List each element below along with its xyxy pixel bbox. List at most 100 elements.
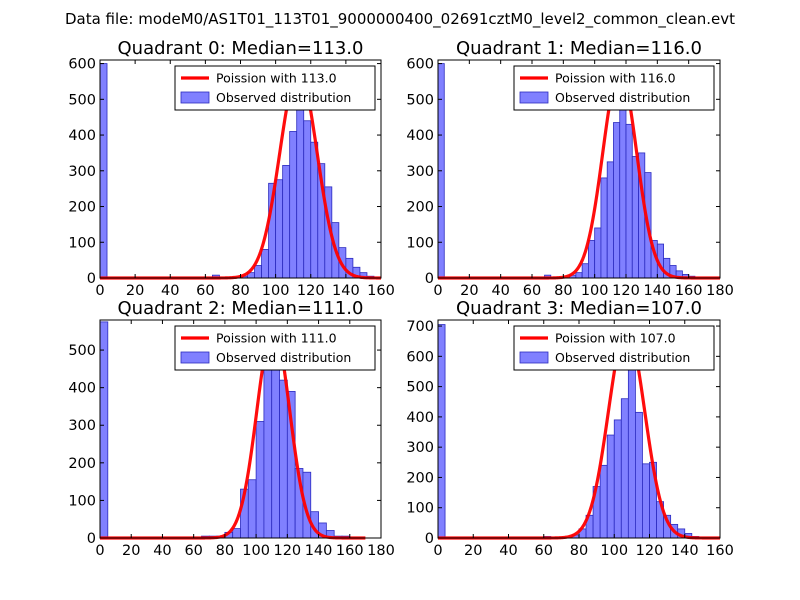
y-tick-label: 600 [68,57,96,73]
histogram-bar [296,102,305,279]
y-tick-label: 500 [406,92,434,108]
axes-frame [437,59,721,279]
y-tick-label: 400 [68,381,96,397]
y-tick-label: 200 [406,200,434,216]
legend: Poission with 111.0 Observed distribution [174,325,376,371]
x-tick-label: 60 [523,283,541,299]
y-tick-label: 100 [406,501,434,517]
x-tick-label: 20 [126,283,144,299]
x-tick-label: 180 [367,543,395,559]
histogram-bar [232,528,241,539]
histogram-bar [581,263,589,279]
x-tick-label: 20 [464,543,482,559]
quadrant-0-panel: Quadrant 0: Median=113.0 0 20 40 60 80 100 120 1… [68,38,395,299]
histogram-bar [625,123,633,279]
legend-curve-label: Poission with 111.0 [216,331,337,346]
histogram-bar [606,161,614,279]
x-tick-label: 40 [153,543,171,559]
x-tick-label: 140 [643,283,671,299]
histogram-bar [642,463,650,539]
histogram-bar [99,321,109,539]
x-tick-label: 80 [231,283,249,299]
x-tick-label: 120 [612,283,640,299]
y-tick-label: 200 [406,470,434,486]
histogram-bar [282,165,291,279]
histogram-bar [254,265,262,279]
histogram-bar [594,227,602,279]
histogram-bar [588,240,596,279]
y-tick-label: 600 [406,349,434,365]
x-tick-label: 0 [433,543,442,559]
histogram-bar [613,122,621,279]
x-tick-label: 100 [581,283,609,299]
histogram-bar [620,398,629,539]
y-tick-label: 300 [68,164,96,180]
legend-bar-label: Observed distribution [216,350,351,365]
histogram-bar [279,379,288,539]
y-tick-label: 200 [68,200,96,216]
quadrant-2-title: Quadrant 2: Median=111.0 [118,298,364,319]
legend-bar-swatch [180,351,210,364]
y-tick-label: 0 [87,531,96,547]
x-tick-label: 180 [706,283,734,299]
quadrant-1-title: Quadrant 1: Median=116.0 [456,38,702,59]
x-tick-label: 160 [706,543,734,559]
x-tick-label: 60 [184,543,202,559]
histogram-bar [310,141,319,279]
histogram-bar [613,419,622,539]
y-tick-label: 500 [68,92,96,108]
histogram-bar [261,249,270,279]
quadrant-0-title: Quadrant 0: Median=113.0 [118,38,364,59]
legend-bar-swatch [519,91,549,104]
y-tick-label: 100 [406,235,434,251]
histogram-bar [247,479,257,539]
x-tick-label: 100 [262,283,290,299]
histogram-bar [600,177,608,279]
y-tick-label: 0 [87,271,96,287]
x-tick-label: 20 [122,543,140,559]
x-tick-label: 120 [636,543,664,559]
legend-curve-label: Poission with 107.0 [555,331,676,346]
x-tick-label: 120 [273,543,301,559]
quadrant-3-panel: Quadrant 3: Median=107.0 0 20 40 60 80 100 120 1… [406,298,734,559]
legend-bar-swatch [180,91,210,104]
legend-curve-label: Poission with 116.0 [555,71,676,86]
x-tick-label: 140 [332,283,360,299]
y-tick-label: 100 [68,235,96,251]
y-tick-label: 400 [406,410,434,426]
x-tick-label: 0 [433,283,442,299]
axes-frame [99,319,382,539]
x-tick-label: 160 [336,543,364,559]
legend-bar-label: Observed distribution [555,350,690,365]
histogram-bar [619,109,627,279]
y-tick-label: 0 [425,271,434,287]
x-tick-label: 160 [675,283,703,299]
y-tick-label: 500 [68,343,96,359]
quadrant-3-title: Quadrant 3: Median=107.0 [456,298,702,319]
y-tick-label: 500 [406,380,434,396]
y-tick-label: 700 [406,319,434,335]
y-tick-label: 0 [425,531,434,547]
histogram-bar [606,434,615,539]
x-tick-label: 40 [491,283,509,299]
legend-bar-label: Observed distribution [555,90,690,105]
legend-bar-label: Observed distribution [216,90,351,105]
x-tick-label: 40 [161,283,179,299]
histogram-bar [303,120,312,279]
histogram-bar [631,156,639,279]
x-tick-label: 60 [535,543,553,559]
x-tick-label: 0 [95,543,104,559]
x-tick-label: 120 [297,283,325,299]
x-tick-label: 0 [95,283,104,299]
histogram-bar [599,464,608,539]
legend: Poission with 107.0 Observed distribution [513,325,715,371]
x-tick-label: 160 [367,283,395,299]
x-tick-label: 100 [600,543,628,559]
histogram-bar [627,369,636,539]
histogram-bar [289,131,298,279]
quadrant-1-panel: Quadrant 1: Median=116.00 20 40 60 80 100 120 1… [406,38,734,299]
x-tick-label: 80 [216,543,234,559]
x-tick-label: 80 [554,283,572,299]
y-tick-label: 300 [406,440,434,456]
